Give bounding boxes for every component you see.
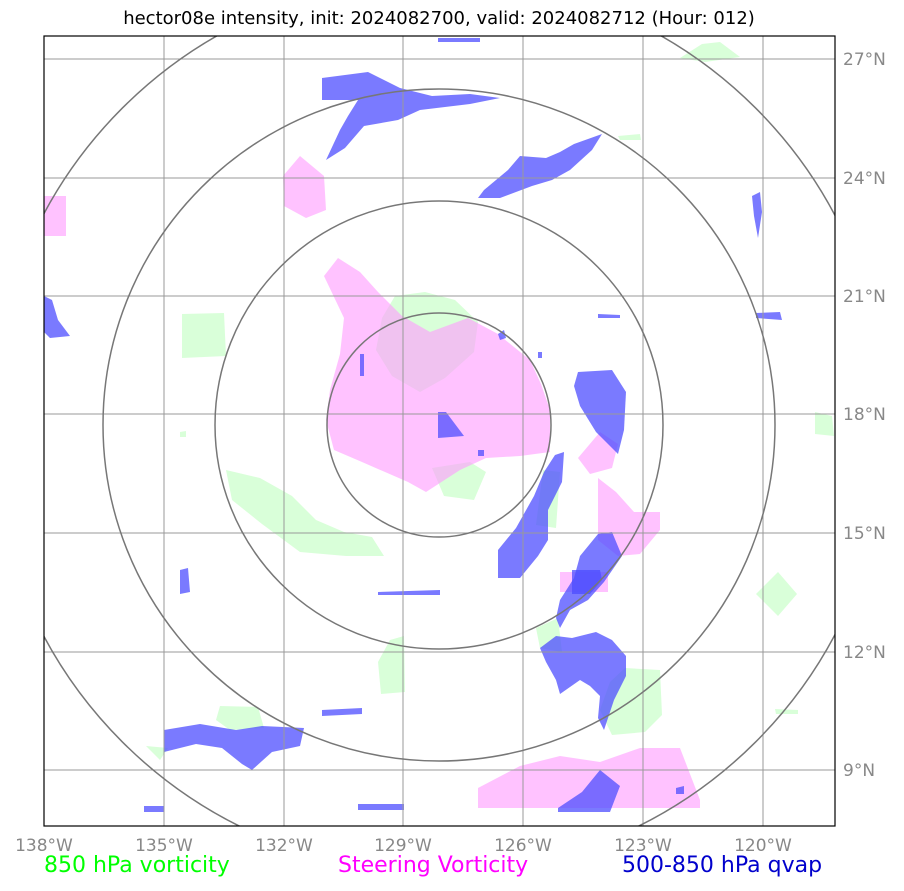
qvap-area [322,72,500,160]
qvap-area [144,806,164,812]
y-tick-label: 24°N [843,169,886,189]
legend-qvap: 500-850 hPa qvap [622,853,823,878]
qvap-area [180,568,190,594]
qvap-area [752,192,762,238]
qvap-area [572,570,602,594]
x-tick-labels: 138°W 135°W 132°W 129°W 126°W 123°W 120°… [15,836,792,856]
qvap-area [676,786,684,794]
vorticity-850-area [146,746,168,760]
graticule [44,36,835,826]
x-tick-label: 132°W [255,836,313,856]
steering-vorticity-area [44,196,66,236]
y-tick-label: 15°N [843,524,886,544]
x-tick-label: 123°W [614,836,672,856]
qvap-area [438,38,480,42]
vorticity-850-area [180,431,186,437]
qvap-area [360,354,364,376]
qvap-layer [44,38,782,812]
legend-850-vorticity: 850 hPa vorticity [44,853,230,878]
qvap-area [756,312,782,320]
qvap-area [44,296,70,338]
x-tick-label: 135°W [135,836,193,856]
range-rings [44,36,835,826]
qvap-area [478,134,602,198]
y-tick-label: 21°N [843,287,886,307]
vorticity-850-area [815,412,834,436]
vorticity-850-area [182,313,226,358]
qvap-area [478,450,484,456]
steering-vorticity-area [283,156,326,218]
qvap-area [574,370,626,454]
plot-frame [43,35,836,827]
vorticity-850-area [216,706,264,730]
qvap-area [598,314,620,318]
vorticity-850-area [756,572,797,616]
y-tick-label: 27°N [843,50,886,70]
y-tick-label: 9°N [843,761,875,781]
y-tick-labels: 27°N 24°N 21°N 18°N 15°N 12°N 9°N [843,50,886,781]
y-tick-label: 12°N [843,643,886,663]
x-tick-label: 138°W [15,836,73,856]
qvap-area [164,724,304,770]
range-ring [326,312,552,538]
qvap-area [538,352,542,358]
vorticity-850-area [378,636,405,694]
vorticity-850-area [226,470,384,556]
qvap-area [558,770,620,812]
steering-vorticity-area [324,258,550,492]
x-tick-label: 120°W [734,836,792,856]
vorticity-850-area [618,134,641,140]
y-tick-label: 18°N [843,405,886,425]
qvap-area [540,632,626,730]
qvap-area [498,330,506,340]
map-title: hector08e intensity, init: 2024082700, v… [123,8,755,29]
qvap-area [438,412,464,438]
range-ring [214,200,664,650]
legend-steering-vorticity: Steering Vorticity [338,853,529,878]
qvap-area [358,804,404,810]
x-tick-label: 129°W [374,836,432,856]
steering-vorticity-area [478,748,700,808]
vorticity-850-area [775,709,798,714]
qvap-area [498,452,564,578]
range-ring [102,88,776,762]
qvap-area [322,708,362,716]
x-tick-label: 126°W [494,836,552,856]
steering-vorticity-layer [44,156,700,808]
qvap-area [378,590,440,595]
